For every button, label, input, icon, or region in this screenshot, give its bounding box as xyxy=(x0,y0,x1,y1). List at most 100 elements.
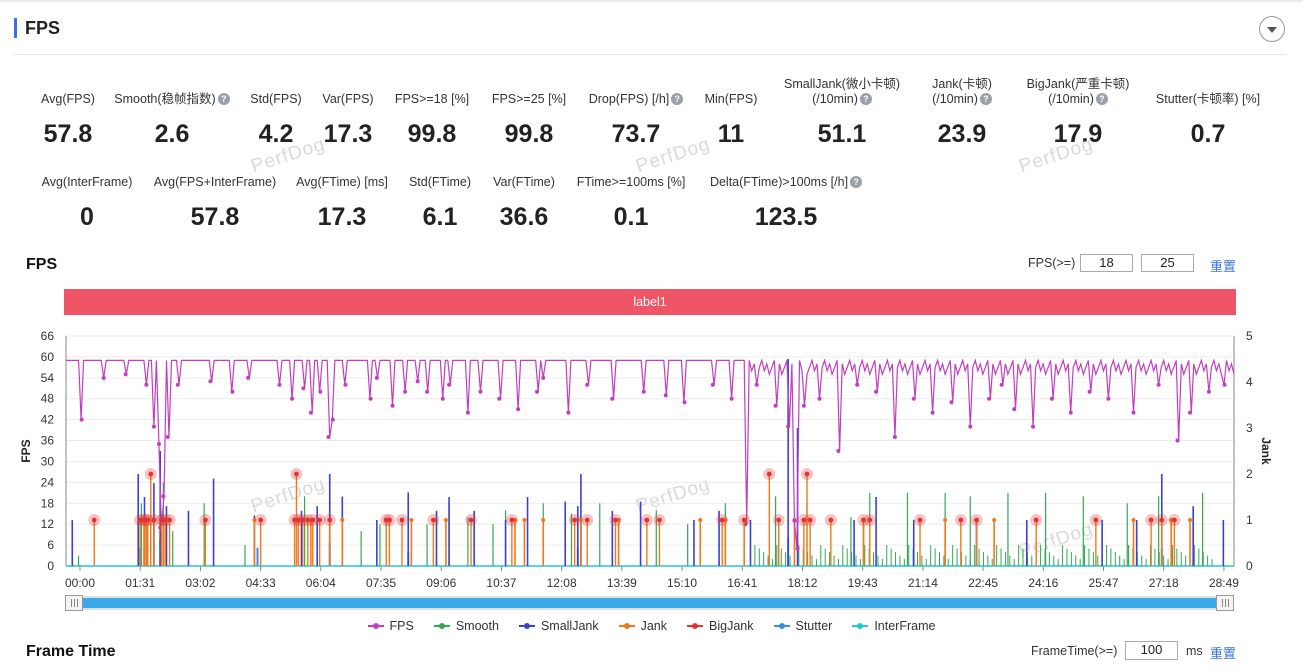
time-range-slider[interactable] xyxy=(66,596,1234,610)
fps-point xyxy=(374,375,379,380)
row1-metric-9: Jank(卡顿) (/10min)? 23.9 xyxy=(917,77,1007,148)
legend-swatch-icon xyxy=(518,621,535,631)
bigjank-point xyxy=(572,517,578,523)
panel-title-accent xyxy=(14,18,17,38)
legend-swatch-icon xyxy=(687,621,704,631)
legend-item-interframe[interactable]: InterFrame xyxy=(852,619,935,633)
fps-point xyxy=(318,389,323,394)
metric-label-text: Var(FTime) xyxy=(493,175,555,189)
bigjank-point xyxy=(613,517,618,523)
legend-item-stutter[interactable]: Stutter xyxy=(773,619,832,633)
row2-metric-5: FTime>=100ms [%] 0.1 xyxy=(571,175,691,231)
help-icon[interactable]: ? xyxy=(850,176,863,188)
fps-point xyxy=(175,382,180,387)
fps-point xyxy=(101,375,106,380)
metric-label-text: Avg(FPS) xyxy=(41,92,95,106)
metric-label: Min(FPS) xyxy=(696,92,766,107)
metric-label: Jank(卡顿) xyxy=(917,77,1007,92)
metric-value: 0.1 xyxy=(613,203,649,231)
metric-label: SmallJank(微小卡顿) xyxy=(777,77,907,92)
bigjank-point xyxy=(167,517,173,523)
fps-point xyxy=(447,382,452,387)
jank-point xyxy=(522,518,527,522)
fps-point xyxy=(161,494,166,499)
help-icon[interactable]: ? xyxy=(1095,93,1108,105)
help-icon[interactable]: ? xyxy=(859,93,872,105)
fps-point xyxy=(478,389,483,394)
fps-point xyxy=(1049,396,1054,401)
fps-point xyxy=(1106,396,1111,401)
y-axis-title: FPS xyxy=(19,439,33,462)
metric-value: 99.8 xyxy=(407,120,457,148)
bigjank-point xyxy=(294,471,299,477)
legend-item-jank[interactable]: Jank xyxy=(618,619,668,633)
help-icon[interactable]: ? xyxy=(217,93,230,105)
legend-item-smooth[interactable]: Smooth xyxy=(433,619,499,633)
bigjank-point xyxy=(958,517,964,523)
legend-label: Jank xyxy=(640,619,668,633)
jank-point xyxy=(541,518,546,522)
metric-value: 0.7 xyxy=(1190,120,1226,148)
bigjank-point xyxy=(804,471,810,477)
metric-label-text: Avg(InterFrame) xyxy=(41,175,133,189)
legend-item-bigjank[interactable]: BigJank xyxy=(687,619,754,633)
metric-label-text: Avg(FPS+InterFrame) xyxy=(153,175,277,189)
row1-metric-3: Var(FPS) 17.3 xyxy=(313,92,383,148)
slider-right-handle[interactable] xyxy=(1216,595,1234,611)
fps-point xyxy=(1031,424,1036,429)
help-icon[interactable]: ? xyxy=(979,93,992,105)
bigjank-point xyxy=(1159,517,1165,523)
collapse-button[interactable] xyxy=(1259,16,1285,42)
fps-point xyxy=(290,396,295,401)
help-icon[interactable]: ? xyxy=(671,93,684,105)
fps-point xyxy=(516,407,521,412)
fps-point xyxy=(911,396,916,401)
bigjank-point xyxy=(509,517,515,523)
chevron-down-icon xyxy=(1267,27,1277,33)
x-tick-label: 28:49 xyxy=(1209,576,1239,590)
bigjank-point xyxy=(1093,517,1099,523)
bigjank-point xyxy=(145,517,151,523)
time-range-selection[interactable] xyxy=(76,598,1224,608)
legend-item-fps[interactable]: FPS xyxy=(367,619,414,633)
fps-point xyxy=(541,375,546,380)
fps-point xyxy=(801,403,806,408)
y-tick-label: 66 xyxy=(41,329,55,343)
y-tick-label: 18 xyxy=(41,496,55,510)
bigjank-point xyxy=(151,517,157,523)
fps-point xyxy=(440,396,445,401)
x-tick-label: 13:39 xyxy=(607,576,637,590)
slider-left-handle[interactable] xyxy=(65,595,83,611)
frametime-reset-link[interactable]: 重置 xyxy=(1210,646,1237,661)
metric-label-text: Min(FPS) xyxy=(704,92,758,106)
legend-swatch-icon xyxy=(433,621,450,631)
x-tick-label: 19:43 xyxy=(848,576,878,590)
jank-point xyxy=(698,518,703,522)
panel-title: FPS xyxy=(14,17,60,39)
x-tick-label: 21:14 xyxy=(908,576,938,590)
legend-label: Smooth xyxy=(455,619,499,633)
metric-value: 57.8 xyxy=(43,120,93,148)
fps-point xyxy=(968,424,973,429)
legend-item-smalljank[interactable]: SmallJank xyxy=(518,619,599,633)
bigjank-point xyxy=(295,517,301,523)
bigjank-point xyxy=(386,517,392,523)
jank-point xyxy=(340,518,345,522)
bigjank-point xyxy=(1148,517,1154,523)
y2-axis-title: Jank xyxy=(1259,437,1273,465)
y2-tick-label: 1 xyxy=(1246,513,1253,527)
frametime-threshold-label: FrameTime(>=) xyxy=(1031,644,1118,658)
bigjank-point xyxy=(644,517,650,523)
label-bar[interactable]: label1 xyxy=(64,289,1236,315)
metric-value: 6.1 xyxy=(422,203,458,231)
metric-value: 23.9 xyxy=(937,120,987,148)
metric-label: FPS>=18 [%] xyxy=(387,92,477,107)
metric-value: 4.2 xyxy=(258,120,294,148)
frametime-threshold-input[interactable]: 100 xyxy=(1125,641,1178,660)
fps-threshold-input-1[interactable]: 18 xyxy=(1080,254,1133,272)
metric-label-unit: (/10min)? xyxy=(1018,92,1138,107)
fps-reset-link[interactable]: 重置 xyxy=(1210,259,1237,274)
fps-threshold-input-2[interactable]: 25 xyxy=(1141,254,1194,272)
metric-label: BigJank(严重卡顿) xyxy=(1018,77,1138,92)
